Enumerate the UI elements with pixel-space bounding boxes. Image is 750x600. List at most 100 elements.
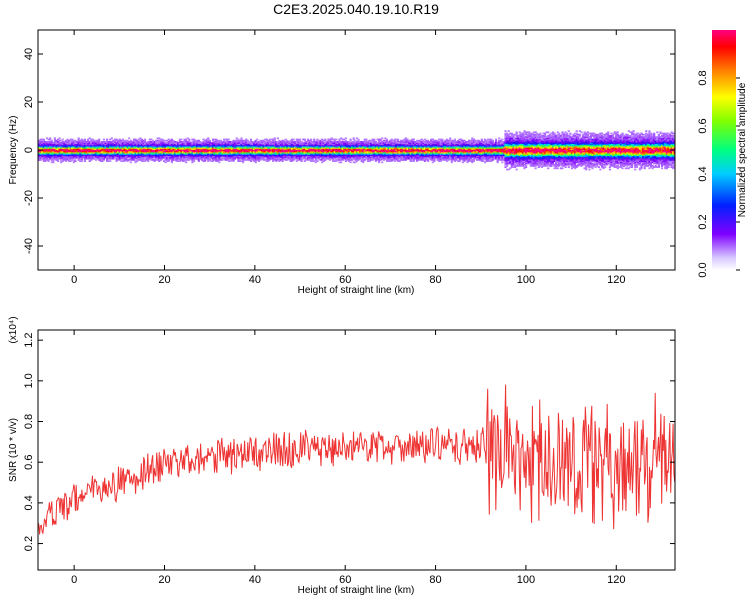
heatmap-cell [79,156,82,159]
heatmap-cell [314,157,317,160]
heatmap-cell [436,147,439,149]
heatmap-cell [66,159,69,161]
heatmap-cell [434,156,438,159]
heatmap-cell [333,156,336,159]
heatmap-cell [173,147,177,149]
heatmap-cell [91,144,94,147]
heatmap-cell [219,154,223,156]
heatmap-cell [246,148,249,150]
heatmap-cell [205,155,208,158]
heatmap-cell [409,147,412,149]
heatmap-cell [344,141,347,143]
heatmap-cell [371,144,374,147]
heatmap-cell [262,150,265,153]
heatmap-cell [445,141,449,143]
heatmap-cell [414,153,417,155]
heatmap-cell [376,149,379,152]
heatmap-cell [423,149,426,152]
heatmap-cell [273,144,276,147]
heatmap-cell [113,139,117,142]
heatmap-cell [264,147,267,149]
heatmap-cell [494,148,498,150]
heatmap-cell [327,147,330,149]
heatmap-cell [208,154,211,156]
heatmap-cell [185,153,188,155]
heatmap-cell [344,153,347,155]
heatmap-cell [290,159,294,161]
heatmap-cell [445,142,449,144]
heatmap-cell [172,147,175,149]
heatmap-cell [319,153,322,155]
heatmap-cell [412,159,415,161]
heatmap-cell [159,144,162,147]
heatmap-cell [392,150,395,153]
heatmap-cell [438,153,441,155]
heatmap-cell [39,144,42,147]
heatmap-cell [210,160,213,162]
heatmap-cell [305,154,308,156]
heatmap-cell [281,151,284,154]
heatmap-cell [264,154,267,156]
heatmap-cell [434,149,438,152]
heatmap-cell [483,147,487,149]
heatmap-cell [483,154,487,156]
heatmap-cell [241,139,245,142]
heatmap-cell [289,145,292,148]
heatmap-cell [469,145,472,148]
heatmap-cell [366,156,370,159]
heatmap-cell [366,145,370,148]
heatmap-cell [377,160,381,162]
heatmap-cell [158,156,161,159]
heatmap-cell [477,151,480,154]
heatmap-cell [185,149,188,152]
heatmap-cell [450,151,453,154]
heatmap-cell [210,145,213,148]
heatmap-cell [496,153,499,155]
heatmap-cell [321,156,324,159]
heatmap-cell [249,160,253,162]
heatmap-cell [172,139,175,142]
heatmap-cell [248,156,251,159]
heatmap-cell [336,151,340,154]
heatmap-cell [452,144,455,147]
heatmap-cell [74,151,77,154]
heatmap-cell [259,139,262,142]
heatmap-cell [401,144,404,147]
heatmap-cell [88,154,91,156]
heatmap-cell [153,151,156,154]
heatmap-cell [313,143,316,146]
heatmap-cell [49,138,52,141]
heatmap-cell [474,145,477,148]
heatmap-cell [493,153,496,155]
heatmap-cell [123,148,126,150]
heatmap-cell [197,151,200,154]
heatmap-cell [411,142,414,144]
heatmap-cell [159,151,162,154]
heatmap-cell [436,153,439,155]
heatmap-cell [393,142,396,144]
heatmap-cell [136,149,139,152]
heatmap-cell [72,157,75,160]
heatmap-cell [188,143,191,146]
heatmap-cell [370,142,373,144]
heatmap-cell [259,143,262,146]
heatmap-cell [374,159,377,161]
heatmap-cell [61,159,64,161]
heatmap-cell [275,154,278,156]
heatmap-cell [99,155,102,158]
heatmap-cell [199,145,202,148]
heatmap-cell [58,156,61,159]
heatmap-cell [118,145,121,148]
heatmap-cell [191,150,194,153]
heatmap-cell [366,148,370,150]
heatmap-cell [461,144,464,147]
heatmap-cell [474,148,477,150]
heatmap-cell [357,154,360,156]
heatmap-cell [204,144,207,147]
heatmap-cell [74,141,77,143]
heatmap-cell [118,143,121,146]
heatmap-cell [199,149,202,152]
heatmap-cell [335,148,338,150]
heatmap-cell [273,159,276,161]
heatmap-cell [308,149,311,152]
